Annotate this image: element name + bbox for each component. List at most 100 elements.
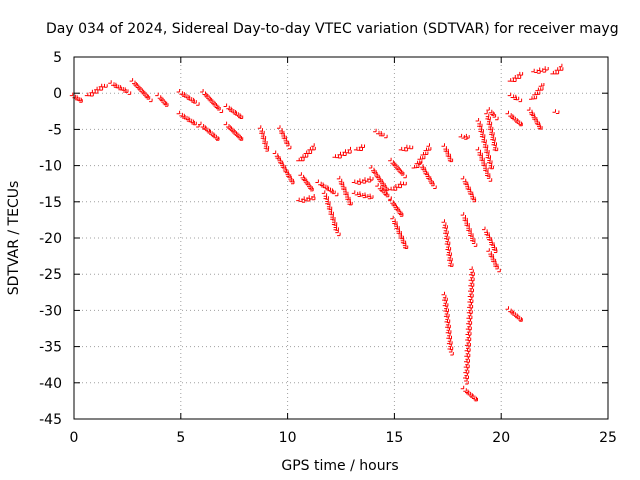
data-point-run [475, 118, 494, 170]
data-point-run [336, 175, 353, 206]
data-point-run [507, 71, 524, 82]
series-c04 [460, 175, 477, 203]
data-point-run [460, 175, 477, 203]
series-d02 [507, 92, 523, 103]
data-point-run [176, 110, 200, 128]
data-point-run [531, 66, 549, 74]
x-tick-label: 0 [70, 430, 79, 446]
y-tick-label: -30 [39, 303, 62, 319]
data-point-run [296, 143, 316, 162]
data-point-run [375, 183, 392, 200]
data-point-run [129, 78, 153, 103]
x-tick-label: 20 [492, 430, 510, 446]
series-d08 [552, 109, 560, 114]
data-point-run [257, 125, 270, 152]
x-tick-label: 10 [279, 430, 297, 446]
data-point-run [321, 190, 341, 237]
series-c11 [486, 107, 499, 121]
data-point-run [84, 83, 108, 97]
series-b12 [351, 190, 374, 200]
y-tick-label: -35 [39, 340, 62, 356]
y-tick-label: 5 [53, 50, 62, 66]
series-b21 [398, 144, 414, 152]
series-b02 [277, 125, 292, 150]
data-point-run [200, 89, 224, 113]
axis-ticks [73, 56, 609, 420]
x-axis-label: GPS time / hours [281, 458, 398, 474]
series-c10 [484, 110, 499, 152]
y-tick-label: -40 [39, 376, 62, 392]
y-tick-label: -15 [39, 195, 62, 211]
x-tick-label: 25 [599, 430, 617, 446]
series-b17 [388, 157, 407, 179]
data-point-run [507, 92, 523, 103]
data-point-run [484, 110, 499, 152]
data-point-run [460, 212, 478, 247]
series-c09 [475, 118, 494, 170]
data-point-run [223, 121, 244, 141]
data-point-run [526, 107, 543, 130]
data-point-run [368, 165, 389, 192]
series-a01 [69, 92, 83, 103]
series-c06 [463, 266, 475, 385]
y-tick-label: -25 [39, 267, 62, 283]
data-point-run [529, 83, 545, 100]
series-b06 [296, 194, 316, 203]
series-a09 [198, 121, 220, 141]
series-b01 [257, 125, 270, 152]
series-c13 [486, 248, 501, 273]
data-point-run [298, 172, 314, 192]
series-a03 [108, 80, 132, 95]
data-point-run [550, 63, 564, 75]
series-b23 [418, 161, 437, 189]
y-tick-label: -45 [39, 412, 62, 428]
series-c12 [482, 226, 498, 253]
series-b14 [373, 128, 388, 139]
data-point-run [388, 157, 407, 179]
data-point-run [69, 92, 83, 103]
data-points [69, 63, 564, 402]
series-b24 [441, 143, 454, 163]
y-tick-label: -5 [48, 122, 62, 138]
series-c08 [475, 146, 493, 182]
series-b11 [351, 176, 374, 185]
data-point-run [155, 92, 169, 107]
x-tick-label: 5 [176, 430, 185, 446]
series-d01 [505, 110, 523, 127]
series-c07 [460, 385, 478, 402]
series-a11 [223, 121, 244, 141]
data-point-run [108, 80, 132, 95]
series-b20 [390, 215, 409, 249]
data-point-run [198, 121, 220, 141]
data-point-run [441, 219, 454, 267]
series-b19 [388, 197, 404, 217]
series-a05 [155, 92, 169, 107]
data-point-run [332, 146, 352, 159]
data-point-run [460, 385, 478, 402]
y-tick-label: -20 [39, 231, 62, 247]
data-point-run [441, 143, 454, 163]
data-point-run [475, 146, 493, 182]
series-d06 [531, 66, 549, 74]
series-b08 [321, 190, 341, 237]
data-point-run [277, 125, 292, 150]
data-point-run [441, 291, 454, 356]
x-tick-label: 15 [385, 430, 403, 446]
series-b09 [332, 146, 352, 159]
data-point-run [388, 197, 404, 217]
series-c02 [441, 291, 454, 356]
data-point-run [373, 128, 388, 139]
series-b07 [315, 179, 339, 197]
series-b05 [298, 172, 314, 192]
series-c14 [505, 306, 523, 322]
data-point-run [505, 110, 523, 127]
y-tick-label: -10 [39, 159, 62, 175]
y-axis-label: SDTVAR / TECUs [6, 181, 22, 296]
data-point-run [272, 150, 295, 185]
series-b16 [375, 183, 392, 200]
series-b22 [411, 143, 432, 169]
series-a07 [176, 110, 200, 128]
data-point-run [296, 194, 316, 203]
